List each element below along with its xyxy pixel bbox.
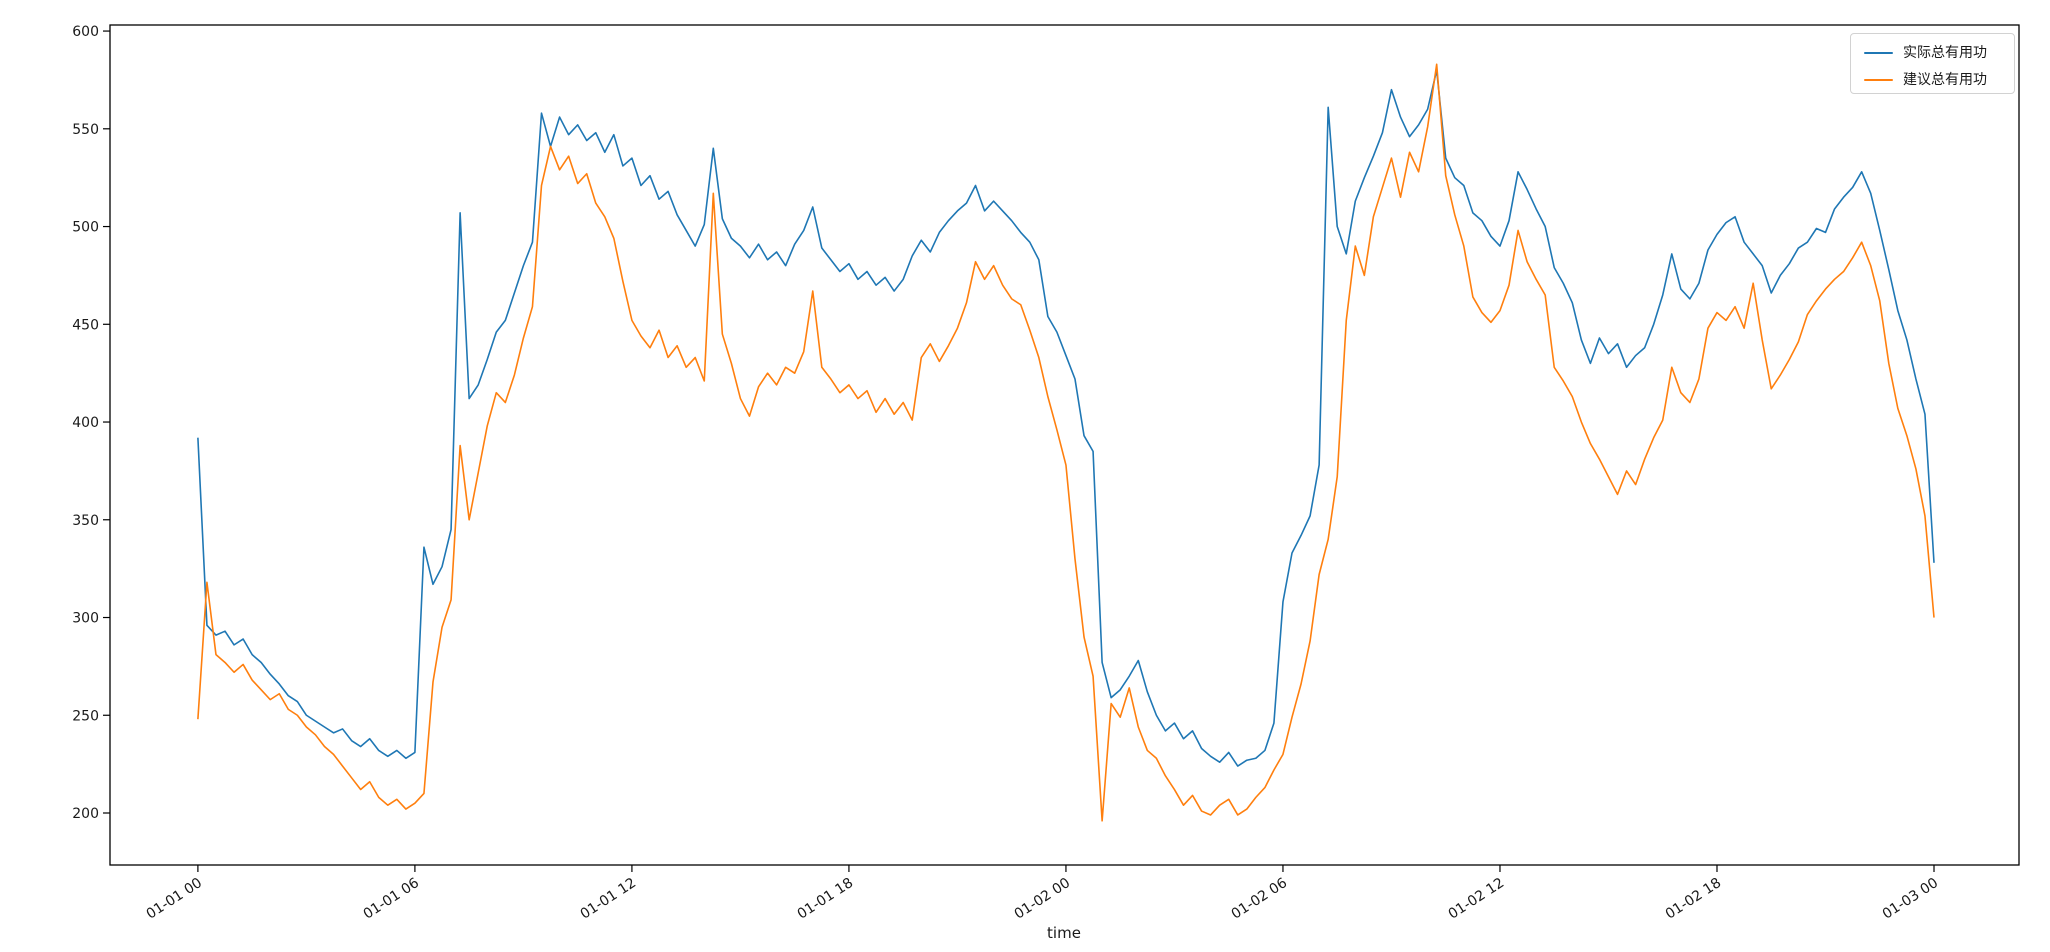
x-tick-label: 01-02 18 (1663, 875, 1725, 923)
y-tick-label: 450 (72, 317, 99, 333)
legend-line-swatch-actual (1864, 51, 1893, 55)
legend-label-suggested: 建议总有用功 (1903, 72, 1987, 88)
legend-item-suggested: 建议总有用功 (1864, 72, 2004, 88)
legend-label-actual: 实际总有用功 (1903, 45, 1987, 61)
x-tick-label: 01-02 12 (1446, 875, 1508, 923)
y-tick-label: 400 (72, 415, 99, 431)
y-tick-label: 250 (72, 708, 99, 724)
axes-frame (109, 24, 2020, 866)
y-tick-label: 500 (72, 220, 99, 236)
y-tick-label: 200 (72, 806, 99, 822)
x-tick-label: 01-01 18 (795, 875, 857, 923)
x-tick-label: 01-03 00 (1880, 875, 1942, 923)
y-tick-label: 350 (72, 513, 99, 529)
x-tick-label: 01-02 00 (1012, 875, 1074, 923)
y-tick-label: 600 (72, 24, 99, 40)
y-tick-label: 550 (72, 122, 99, 138)
x-axis-title: time (1047, 924, 1081, 942)
legend-line-swatch-suggested (1864, 78, 1893, 82)
x-tick-label: 01-01 12 (578, 875, 640, 923)
legend: 实际总有用功 建议总有用功 (1850, 33, 2015, 94)
x-tick-label: 01-01 00 (144, 875, 206, 923)
legend-item-actual: 实际总有用功 (1864, 45, 2004, 61)
x-tick-label: 01-01 06 (361, 875, 423, 923)
y-tick-label: 300 (72, 611, 99, 627)
series-line-1 (197, 63, 1935, 822)
x-tick-label: 01-02 06 (1229, 875, 1291, 923)
series-line-0 (197, 69, 1935, 767)
